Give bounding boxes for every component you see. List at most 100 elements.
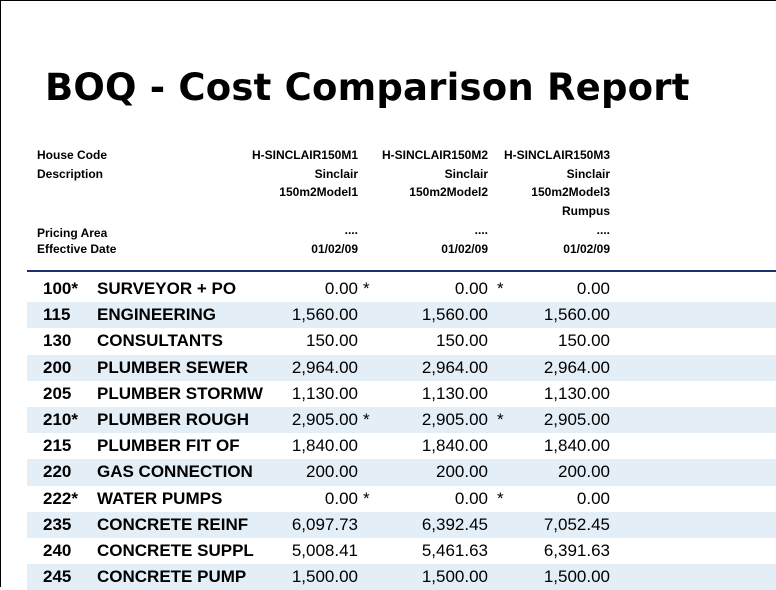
row-code: 210* <box>43 409 78 429</box>
row-description: CONSULTANTS <box>97 331 223 351</box>
row-code: 220 <box>43 462 72 482</box>
row-value-model2: 6,392.45 <box>421 514 488 534</box>
table-row: 215 PLUMBER FIT OF 1,840.00 1,840.00 1,8… <box>27 433 776 459</box>
row-code: 245 <box>43 567 72 587</box>
row-value-model1: 2,964.00 <box>291 357 358 377</box>
row-code: 222* <box>43 488 78 508</box>
row-flag-model1: * <box>363 409 370 429</box>
row-value-model2: 2,964.00 <box>421 357 488 377</box>
row-value-model1: 1,560.00 <box>291 305 358 325</box>
row-value-model1: 1,500.00 <box>291 567 358 587</box>
col3-house-code: H-SINCLAIR150M3 <box>503 148 610 162</box>
row-value-model3: 0.00 <box>576 279 610 298</box>
row-value-model3: 1,560.00 <box>543 305 610 325</box>
row-description: PLUMBER STORMW <box>97 383 263 403</box>
row-value-model1: 0.00 <box>324 488 358 508</box>
col3-description-line3: Rumpus <box>562 204 610 218</box>
table-row: 222* WATER PUMPS 0.00 * 0.00 * 0.00 <box>27 486 776 512</box>
row-value-model1: 0.00 <box>324 279 358 298</box>
row-value-model3: 150.00 <box>558 331 610 351</box>
row-code: 240 <box>43 540 72 560</box>
table-row: 240 CONCRETE SUPPL 5,008.41 5,461.63 6,3… <box>27 538 776 564</box>
row-value-model2: 1,500.00 <box>421 567 488 587</box>
row-description: CONCRETE PUMP <box>97 567 247 587</box>
row-value-model3: 1,840.00 <box>543 436 610 456</box>
row-value-model2: 0.00 <box>454 279 488 298</box>
row-description: ENGINEERING <box>97 305 217 325</box>
table-row: 235 CONCRETE REINF 6,097.73 6,392.45 7,0… <box>27 511 776 538</box>
table-row: 130 CONSULTANTS 150.00 150.00 150.00 <box>27 328 776 354</box>
table-row: 220 GAS CONNECTION 200.00 200.00 200.00 <box>27 459 776 486</box>
row-flag-model2: * <box>497 488 504 508</box>
col2-pricing-area: .... <box>474 223 488 237</box>
col1-pricing-area: .... <box>344 223 358 237</box>
row-value-model2: 1,840.00 <box>421 436 488 456</box>
row-value-model1: 2,905.00 <box>291 409 358 429</box>
row-code: 100* <box>43 279 78 298</box>
row-value-model3: 1,130.00 <box>543 383 610 403</box>
row-description: PLUMBER SEWER <box>97 357 249 377</box>
row-code: 215 <box>43 436 72 456</box>
col1-description-line1: Sinclair <box>314 167 358 181</box>
row-code: 200 <box>43 357 72 377</box>
table-row: 205 PLUMBER STORMW 1,130.00 1,130.00 1,1… <box>27 381 776 407</box>
row-value-model2: 150.00 <box>436 331 488 351</box>
house-code-label: House Code <box>37 148 108 162</box>
header-divider <box>27 270 776 272</box>
row-flag-model2: * <box>497 279 504 298</box>
row-description: SURVEYOR + PO <box>97 279 237 298</box>
col1-effective-date: 01/02/09 <box>311 242 358 256</box>
effective-date-label: Effective Date <box>37 242 117 256</box>
row-description: PLUMBER ROUGH <box>97 409 250 429</box>
row-code: 115 <box>43 305 71 325</box>
row-value-model2: 2,905.00 <box>421 409 488 429</box>
col2-effective-date: 01/02/09 <box>441 242 488 256</box>
col3-effective-date: 01/02/09 <box>563 242 610 256</box>
row-value-model2: 0.00 <box>454 488 488 508</box>
row-value-model2: 5,461.63 <box>421 540 488 560</box>
row-value-model1: 5,008.41 <box>291 540 358 560</box>
row-code: 130 <box>43 331 72 351</box>
row-value-model1: 1,840.00 <box>291 436 358 456</box>
row-value-model3: 2,964.00 <box>543 357 610 377</box>
col3-description-line1: Sinclair <box>566 167 610 181</box>
window-left-border <box>0 0 1 587</box>
row-value-model3: 200.00 <box>558 462 610 482</box>
report-title: BOQ - Cost Comparison Report <box>45 66 690 109</box>
row-value-model1: 200.00 <box>306 462 358 482</box>
row-value-model3: 0.00 <box>576 488 610 508</box>
col2-description-line2: 150m2Model2 <box>409 185 488 199</box>
table-row: 245 CONCRETE PUMP 1,500.00 1,500.00 1,50… <box>27 564 776 590</box>
row-value-model3: 6,391.63 <box>543 540 610 560</box>
row-flag-model1: * <box>363 488 370 508</box>
col2-house-code: H-SINCLAIR150M2 <box>381 148 488 162</box>
table-row: 100* SURVEYOR + PO 0.00 * 0.00 * 0.00 <box>27 276 776 302</box>
pricing-area-label: Pricing Area <box>37 226 108 240</box>
row-code: 205 <box>43 383 72 403</box>
window-top-border <box>0 0 776 1</box>
row-flag-model1: * <box>363 279 370 298</box>
row-value-model2: 1,130.00 <box>421 383 488 403</box>
row-value-model3: 2,905.00 <box>543 409 610 429</box>
row-description: GAS CONNECTION <box>97 462 253 482</box>
table-row: 200 PLUMBER SEWER 2,964.00 2,964.00 2,96… <box>27 354 776 381</box>
col2-description-line1: Sinclair <box>444 167 488 181</box>
row-value-model1: 6,097.73 <box>291 514 358 534</box>
row-value-model1: 150.00 <box>306 331 358 351</box>
row-value-model3: 7,052.45 <box>543 514 610 534</box>
row-code: 235 <box>43 514 72 534</box>
col3-description-line2: 150m2Model3 <box>531 185 610 199</box>
table-row: 115 ENGINEERING 1,560.00 1,560.00 1,560.… <box>27 302 776 329</box>
table-row: 210* PLUMBER ROUGH 2,905.00 * 2,905.00 *… <box>27 406 776 434</box>
row-description: PLUMBER FIT OF <box>97 436 240 456</box>
row-value-model1: 1,130.00 <box>291 383 358 403</box>
row-value-model2: 200.00 <box>436 462 488 482</box>
description-label: Description <box>37 167 104 181</box>
row-description: CONCRETE SUPPL <box>97 540 254 560</box>
row-value-model2: 1,560.00 <box>421 305 488 325</box>
row-flag-model2: * <box>497 409 504 429</box>
col1-description-line2: 150m2Model1 <box>279 185 358 199</box>
col3-pricing-area: .... <box>596 223 610 237</box>
row-description: CONCRETE REINF <box>97 514 249 534</box>
cost-table: 100* SURVEYOR + PO 0.00 * 0.00 * 0.00 11… <box>27 276 776 590</box>
